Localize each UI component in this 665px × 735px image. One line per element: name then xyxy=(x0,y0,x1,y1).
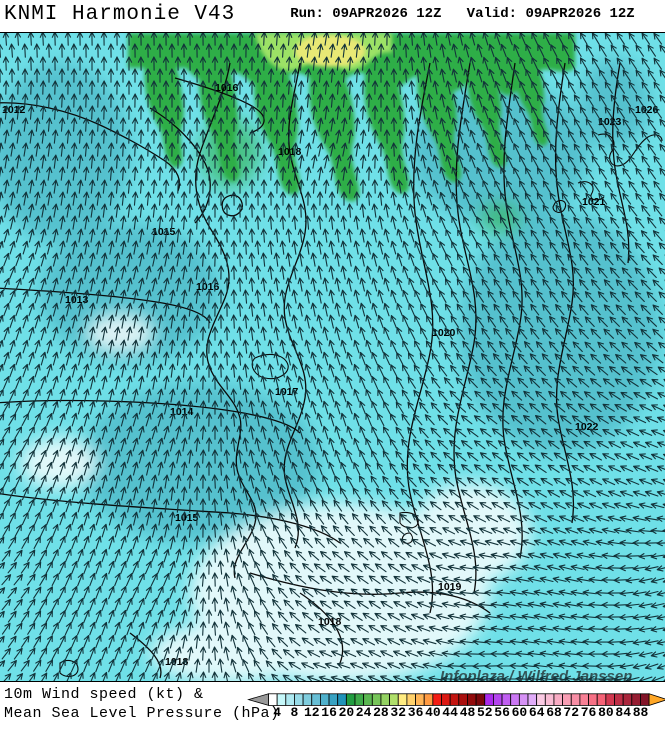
svg-text:1016: 1016 xyxy=(196,281,220,293)
svg-text:1015: 1015 xyxy=(175,512,199,524)
